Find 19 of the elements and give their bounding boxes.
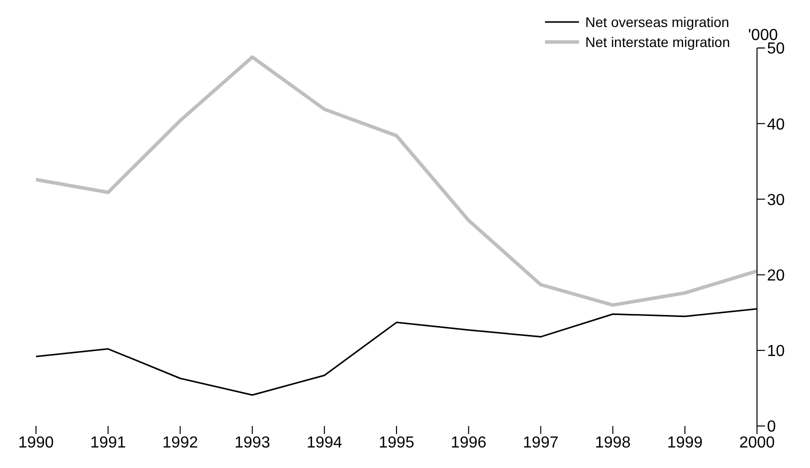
x-tick-label: 1995 xyxy=(378,434,414,452)
x-tick-label: 1996 xyxy=(450,434,486,452)
y-tick-label: 40 xyxy=(767,116,785,134)
line-series xyxy=(36,55,757,307)
legend-label: Net overseas migration xyxy=(585,14,730,30)
x-tick-label: 2000 xyxy=(739,434,775,452)
x-tick-label: 1990 xyxy=(18,434,54,452)
x-tick-label: 1991 xyxy=(90,434,126,452)
x-tick-label: 1992 xyxy=(162,434,198,452)
y-tick-label: 0 xyxy=(767,418,776,436)
y-tick-label: 10 xyxy=(767,343,785,360)
x-tick-label: 1999 xyxy=(667,434,703,452)
x-tick-label: 1993 xyxy=(234,434,270,452)
y-tick-label: 20 xyxy=(767,267,785,284)
x-tick-label: 1998 xyxy=(595,434,631,452)
legend-label: Net interstate migration xyxy=(585,34,730,50)
x-tick-label: 1997 xyxy=(522,434,559,452)
x-tick-label: 1994 xyxy=(306,434,342,452)
y-tick-label: 30 xyxy=(767,192,785,209)
